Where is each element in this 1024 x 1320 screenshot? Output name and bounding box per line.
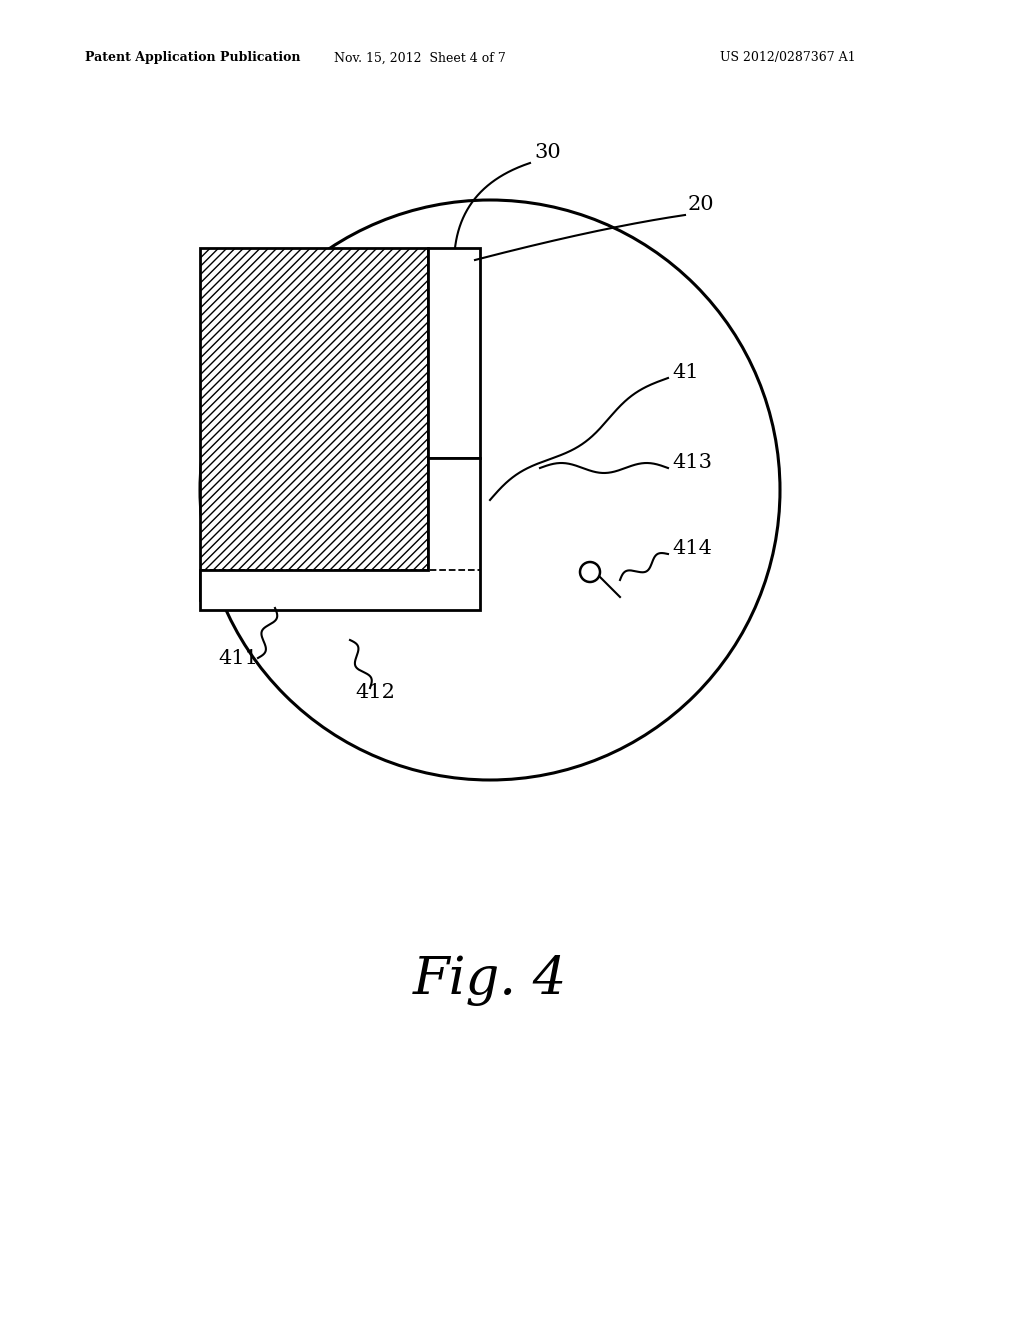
Text: Patent Application Publication: Patent Application Publication	[85, 51, 300, 65]
Bar	[200, 248, 428, 601]
Text: 30: 30	[534, 143, 561, 161]
Text: 413: 413	[672, 453, 712, 471]
Polygon shape	[200, 458, 480, 610]
Text: US 2012/0287367 A1: US 2012/0287367 A1	[720, 51, 856, 65]
Text: 20: 20	[688, 195, 715, 214]
Text: 411: 411	[218, 648, 258, 668]
Text: 41: 41	[672, 363, 698, 381]
Text: Fig. 4: Fig. 4	[413, 954, 567, 1006]
Text: 414: 414	[672, 539, 712, 557]
Text: Nov. 15, 2012  Sheet 4 of 7: Nov. 15, 2012 Sheet 4 of 7	[334, 51, 506, 65]
Bar	[428, 248, 480, 458]
Text: 412: 412	[355, 682, 395, 701]
